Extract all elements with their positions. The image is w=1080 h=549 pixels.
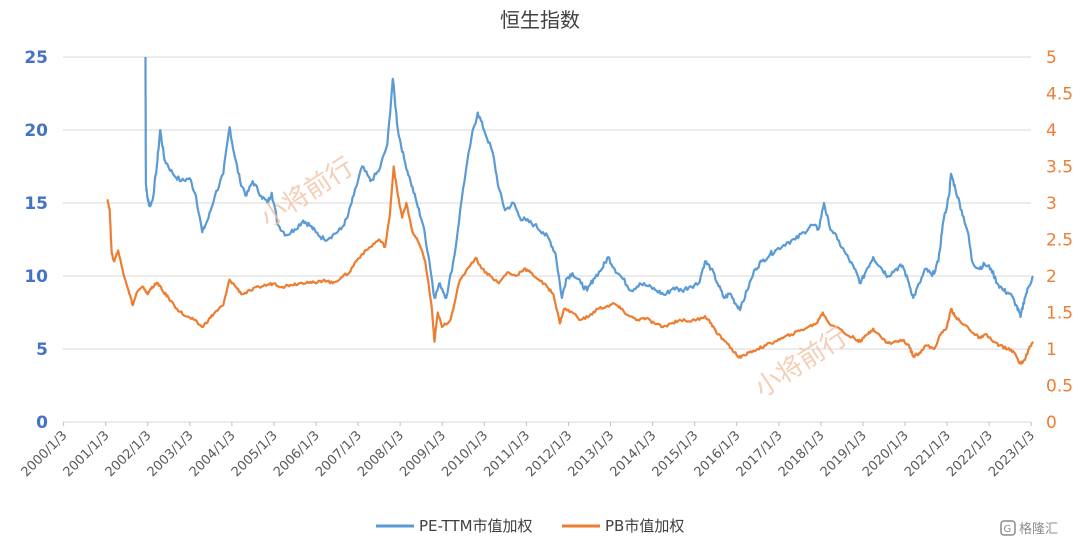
y-right-tick-label: 0.5 <box>1046 377 1073 397</box>
logo-text: 格隆汇 <box>1019 521 1058 537</box>
y-right-tick-label: 1.5 <box>1046 304 1073 324</box>
chart-title: 恒生指数 <box>500 8 580 32</box>
y-left-tick-label: 0 <box>36 413 48 433</box>
series-line-pb <box>106 165 1035 365</box>
logo: G 格隆汇 <box>1000 520 1058 537</box>
y-right-tick-label: 5 <box>1046 48 1057 68</box>
logo-icon <box>1000 520 1016 536</box>
y-left-tick-label: 5 <box>36 340 48 360</box>
y-left-tick-label: 25 <box>24 48 48 68</box>
series-line-pe <box>144 57 1035 318</box>
y-axis-left: 0 5 10 15 20 25 <box>24 48 48 433</box>
y-right-tick-label: 1 <box>1046 340 1057 360</box>
y-axis-right: 0 0.5 1 1.5 2 2.5 3 3.5 4 4.5 5 <box>1046 48 1073 433</box>
y-right-tick-label: 4.5 <box>1046 85 1073 105</box>
y-right-tick-label: 3 <box>1046 194 1057 214</box>
x-axis: 2000/1/32001/1/32002/1/32003/1/32004/1/3… <box>19 422 1038 480</box>
y-left-tick-label: 15 <box>24 194 48 214</box>
y-right-tick-label: 3.5 <box>1046 158 1073 178</box>
y-right-tick-label: 2 <box>1046 267 1057 287</box>
series-lines <box>106 57 1035 365</box>
watermark-2: 小将前行 <box>749 322 853 404</box>
y-left-tick-label: 10 <box>24 267 48 287</box>
legend-label-pe: PE-TTM市值加权 <box>419 517 533 535</box>
y-right-tick-label: 0 <box>1046 413 1057 433</box>
logo-mark-icon: G <box>1004 524 1012 535</box>
legend: PE-TTM市值加权 PB市值加权 <box>376 517 684 535</box>
grid-lines <box>63 56 1031 423</box>
y-right-tick-label: 4 <box>1046 121 1057 141</box>
watermarks: 小将前行 小将前行 <box>255 152 853 404</box>
x-tick-label: 2023/1/3 <box>986 428 1038 480</box>
y-right-tick-label: 2.5 <box>1046 231 1073 251</box>
legend-label-pb: PB市值加权 <box>605 517 684 535</box>
y-left-tick-label: 20 <box>24 121 48 141</box>
